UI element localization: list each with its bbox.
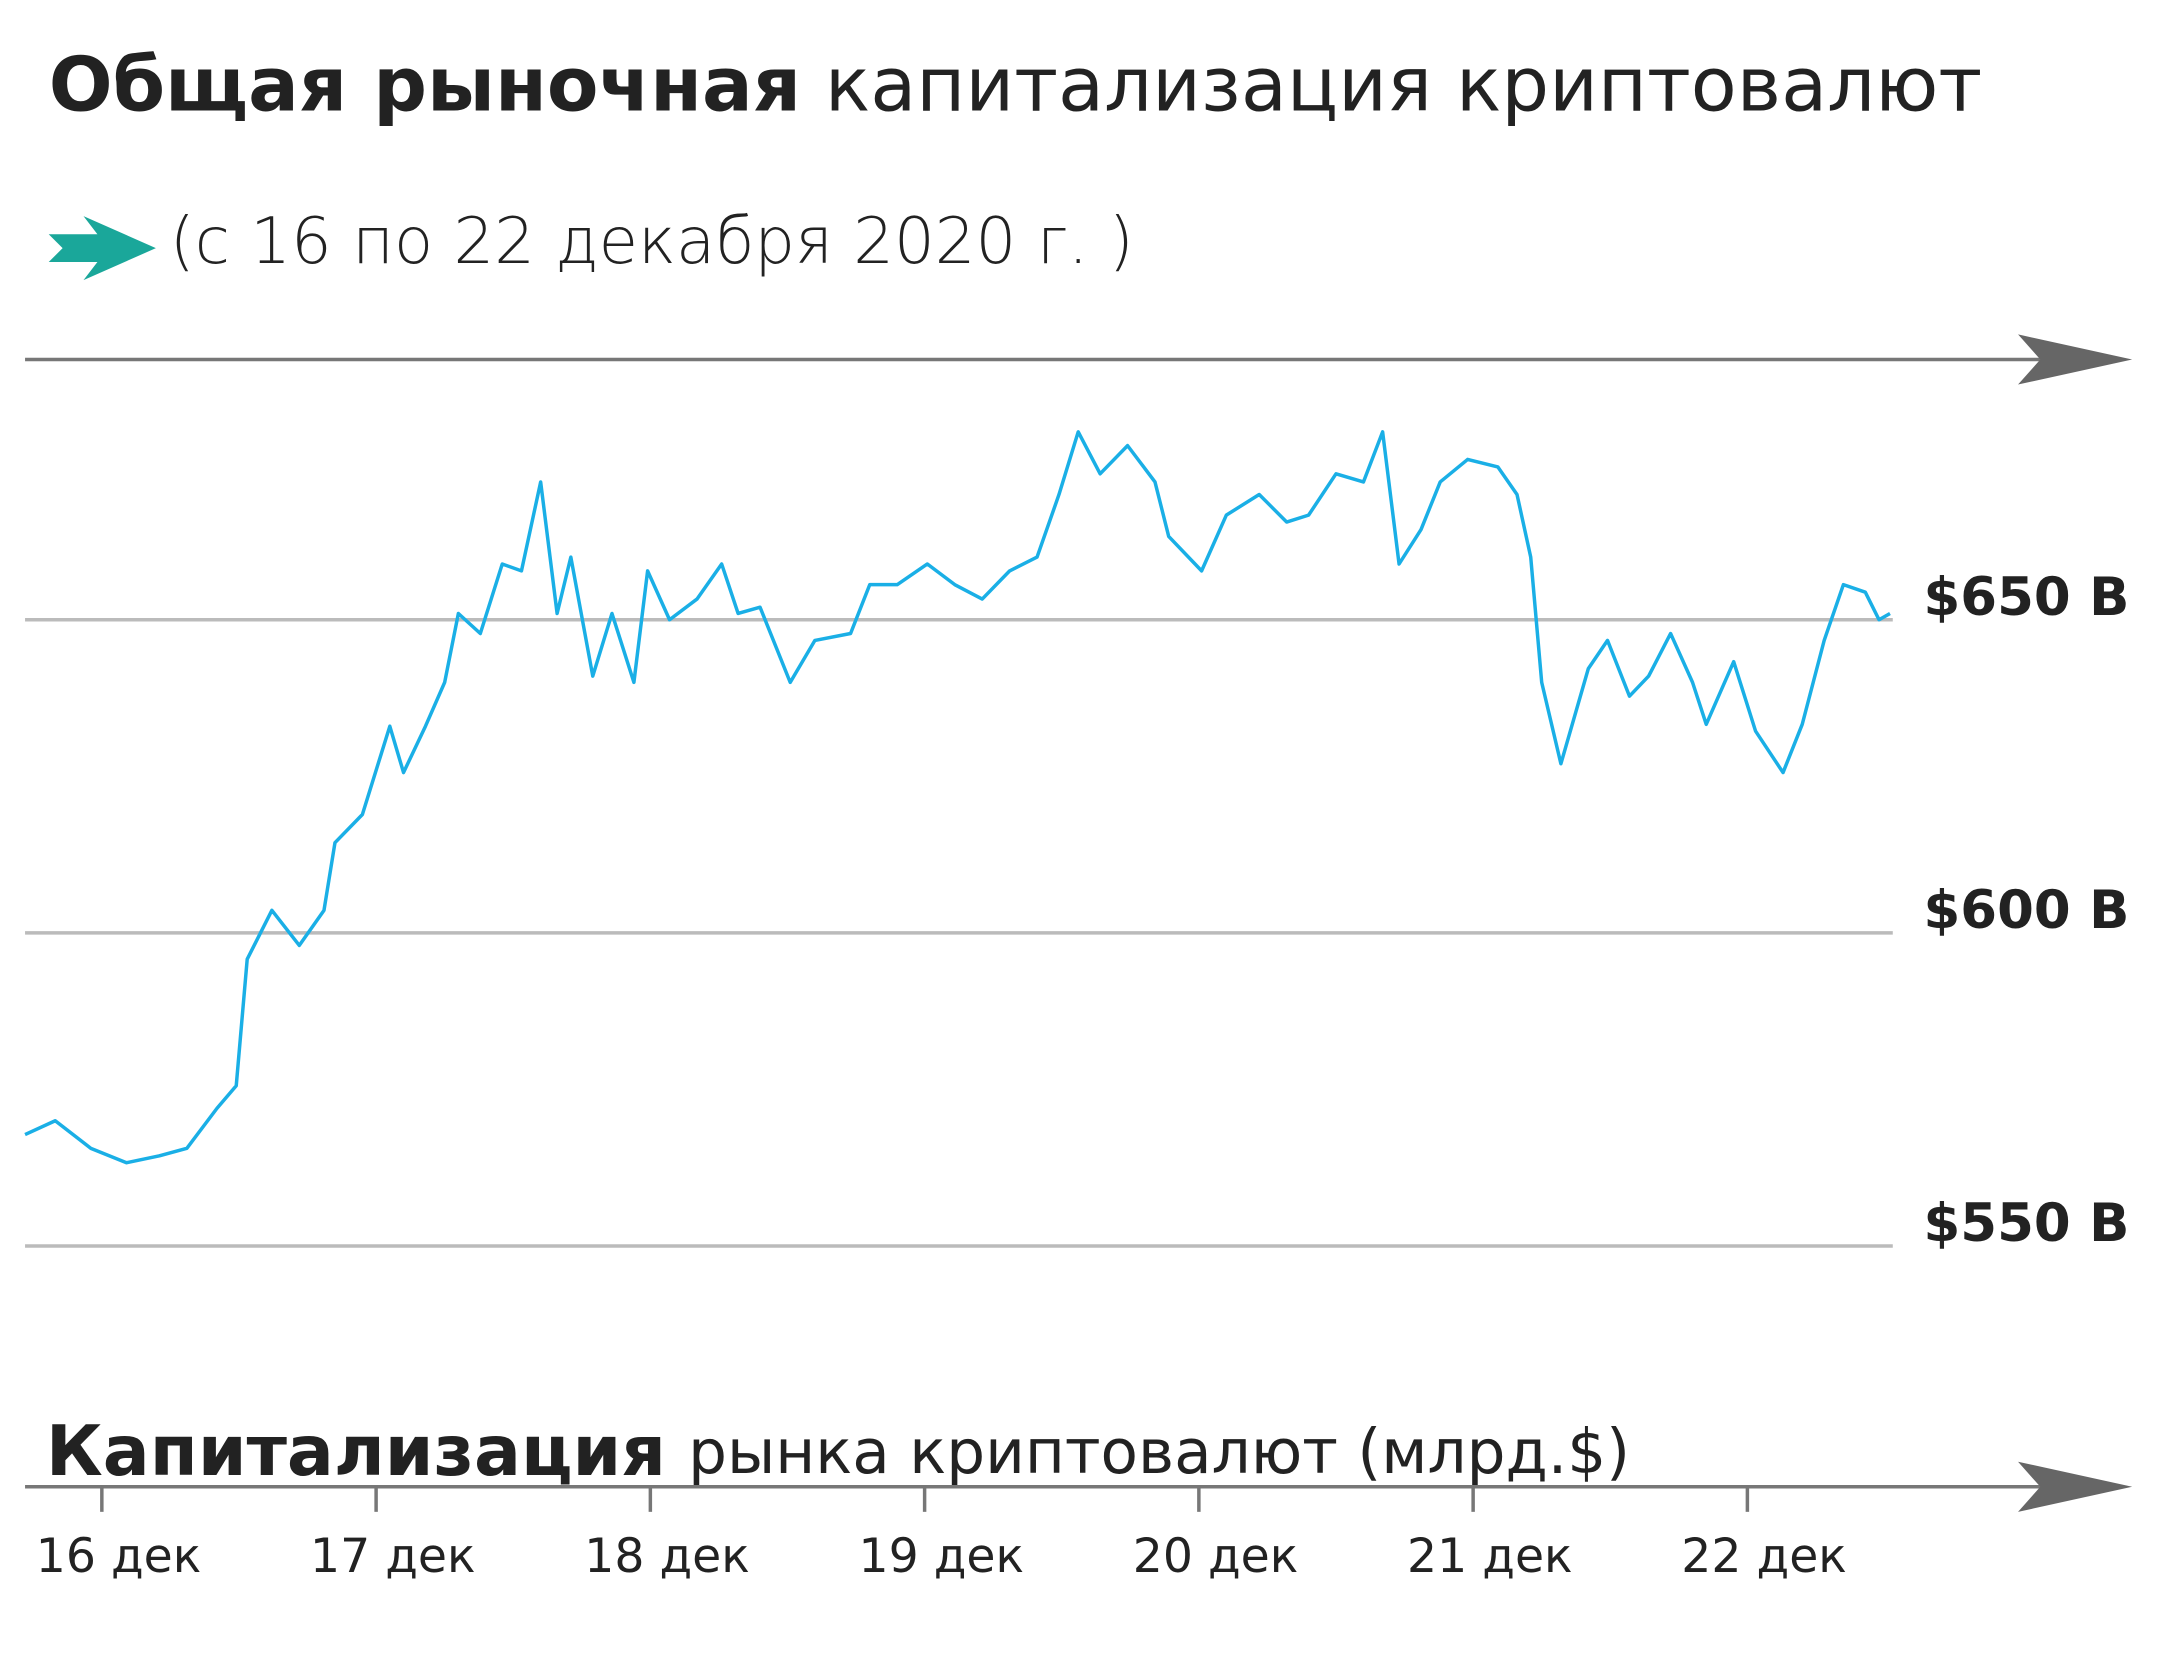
- x-tick-label: 16 дек: [36, 1529, 202, 1584]
- title-bold: Общая рыночная: [49, 40, 801, 128]
- y-tick-label: $550 B: [1924, 1193, 2130, 1254]
- x-tick-label: 20 дек: [1133, 1529, 1299, 1584]
- x-axis-title-bold: Капитализация: [46, 1411, 666, 1492]
- x-axis-title: Капитализация рынка криптовалют (млрд.$): [46, 1411, 1630, 1492]
- x-tick-label: 17 дек: [310, 1529, 476, 1584]
- chart-title: Общая рыночная капитализация криптовалют: [49, 40, 1982, 128]
- x-tick-label: 18 дек: [584, 1529, 750, 1584]
- subtitle-arrow: [48, 216, 156, 281]
- x-axis-title-regular: рынка криптовалют (млрд.$): [688, 1417, 1630, 1488]
- x-tick-label: 19 дек: [859, 1529, 1025, 1584]
- y-tick-label: $650 B: [1924, 567, 2130, 628]
- title-regular: капитализация криптовалют: [825, 40, 1982, 128]
- data-line: [24, 430, 1891, 1165]
- top-axis-arrow: [2018, 334, 2133, 385]
- y-tick-label: $600 B: [1924, 880, 2130, 941]
- subtitle: (с 16 по 22 декабря 2020 г. ): [170, 205, 1134, 279]
- x-axis-arrow: [2018, 1461, 2133, 1512]
- x-tick-label: 22 дек: [1681, 1529, 1847, 1584]
- x-tick-label: 21 дек: [1407, 1529, 1573, 1584]
